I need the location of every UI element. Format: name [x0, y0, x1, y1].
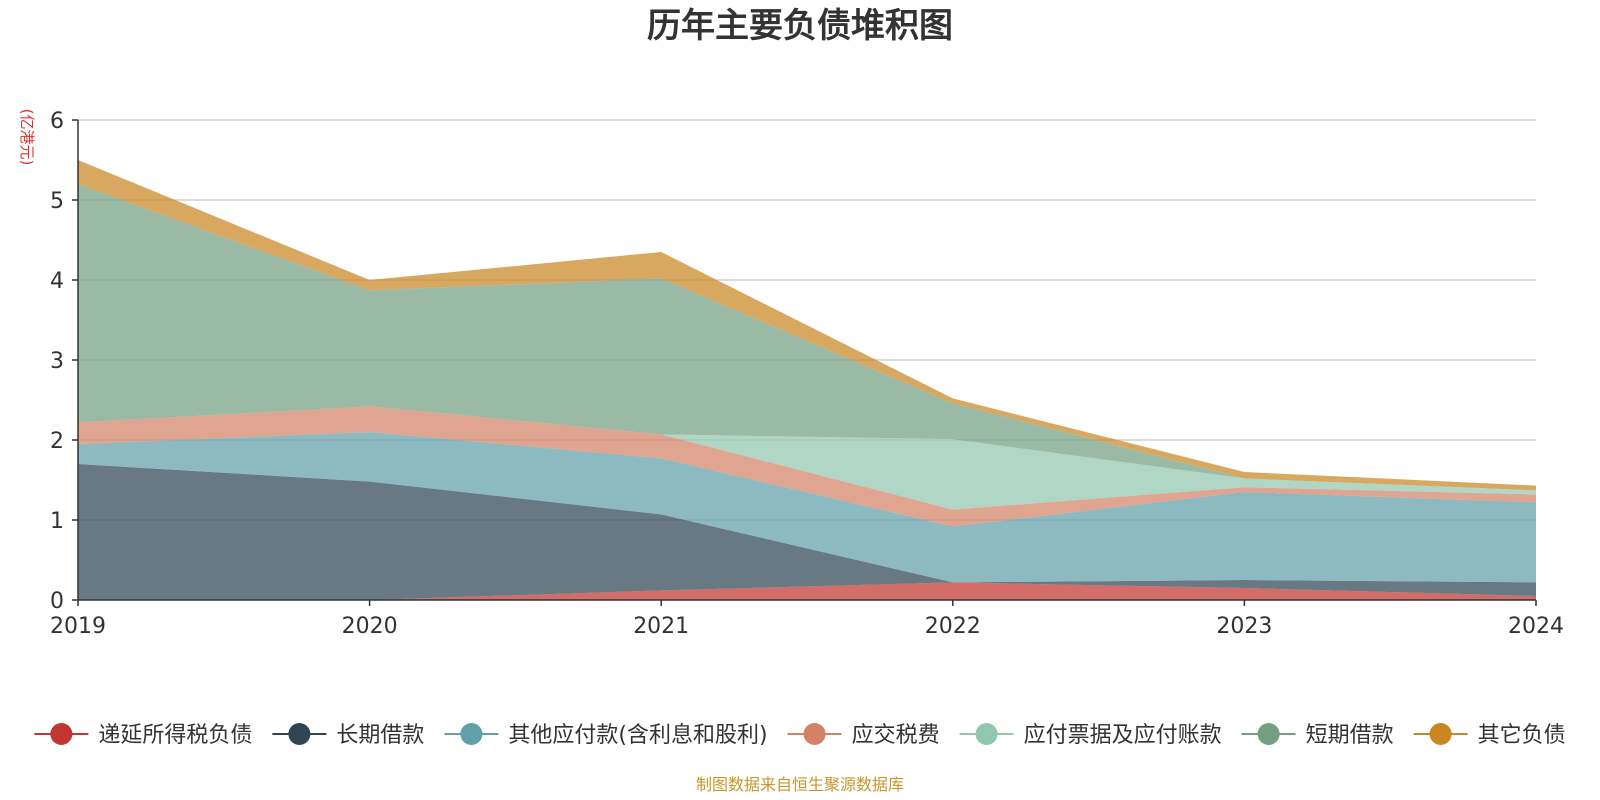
x-tick-label: 2023 — [1216, 614, 1272, 639]
legend-item[interactable]: 应交税费 — [787, 723, 940, 748]
chart-title: 历年主要负债堆积图 — [647, 6, 953, 46]
area-series[interactable] — [78, 406, 1536, 527]
y-axis-unit-label: (亿港元) — [18, 109, 36, 166]
legend-circle-marker — [1257, 723, 1280, 745]
y-tick-label: 1 — [50, 509, 64, 534]
area-series[interactable] — [78, 582, 1536, 600]
x-tick-label: 2021 — [633, 614, 689, 639]
axes: 0 1 2 3 4 5 6 2019 2020 2021 2022 2023 2024 — [50, 109, 1564, 639]
area-series[interactable] — [78, 406, 1536, 510]
legend-circle-marker — [1429, 723, 1452, 745]
legend[interactable]: 递延所得税负债 长期借款 其他应付款(含利息和股利) 应交税费 应付票据及应付账款 短期借… — [34, 723, 1566, 748]
y-tick-label: 0 — [50, 589, 64, 614]
x-tick-label: 2020 — [342, 614, 398, 639]
legend-item[interactable]: 长期借款 — [272, 723, 424, 748]
legend-label: 其他应付款(含利息和股利) — [508, 723, 767, 748]
legend-label: 长期借款 — [336, 723, 424, 748]
legend-item[interactable]: 短期借款 — [1241, 723, 1394, 748]
legend-item[interactable]: 其他应付款(含利息和股利) — [444, 723, 768, 748]
y-tick-label: 2 — [50, 429, 64, 454]
area-series[interactable] — [78, 464, 1536, 600]
x-tick-label: 2024 — [1508, 614, 1564, 639]
y-tick-label: 3 — [50, 349, 64, 374]
data-source-note: 制图数据来自恒生聚源数据库 — [696, 775, 904, 794]
legend-label: 其它负债 — [1478, 723, 1566, 748]
legend-label: 短期借款 — [1306, 723, 1394, 748]
area-series[interactable] — [78, 432, 1536, 583]
legend-item[interactable]: 应付票据及应付账款 — [959, 723, 1222, 748]
area-series[interactable] — [78, 184, 1536, 491]
y-tick-label: 4 — [50, 269, 64, 294]
y-tick-label: 6 — [50, 109, 64, 134]
legend-circle-marker — [975, 723, 998, 745]
legend-item[interactable]: 其它负债 — [1413, 723, 1566, 748]
area-series-group — [78, 160, 1536, 600]
legend-circle-marker — [460, 723, 483, 745]
legend-label: 递延所得税负债 — [98, 723, 252, 748]
legend-label: 应交税费 — [852, 723, 940, 748]
area-series[interactable] — [78, 160, 1536, 491]
x-tick-label: 2019 — [50, 614, 106, 639]
legend-label: 应付票据及应付账款 — [1024, 723, 1222, 748]
legend-circle-marker — [50, 723, 73, 745]
x-tick-label: 2022 — [925, 614, 981, 639]
legend-circle-marker — [803, 723, 826, 745]
legend-circle-marker — [288, 723, 311, 745]
y-tick-label: 5 — [50, 189, 64, 214]
legend-item[interactable]: 递延所得税负债 — [34, 723, 252, 748]
